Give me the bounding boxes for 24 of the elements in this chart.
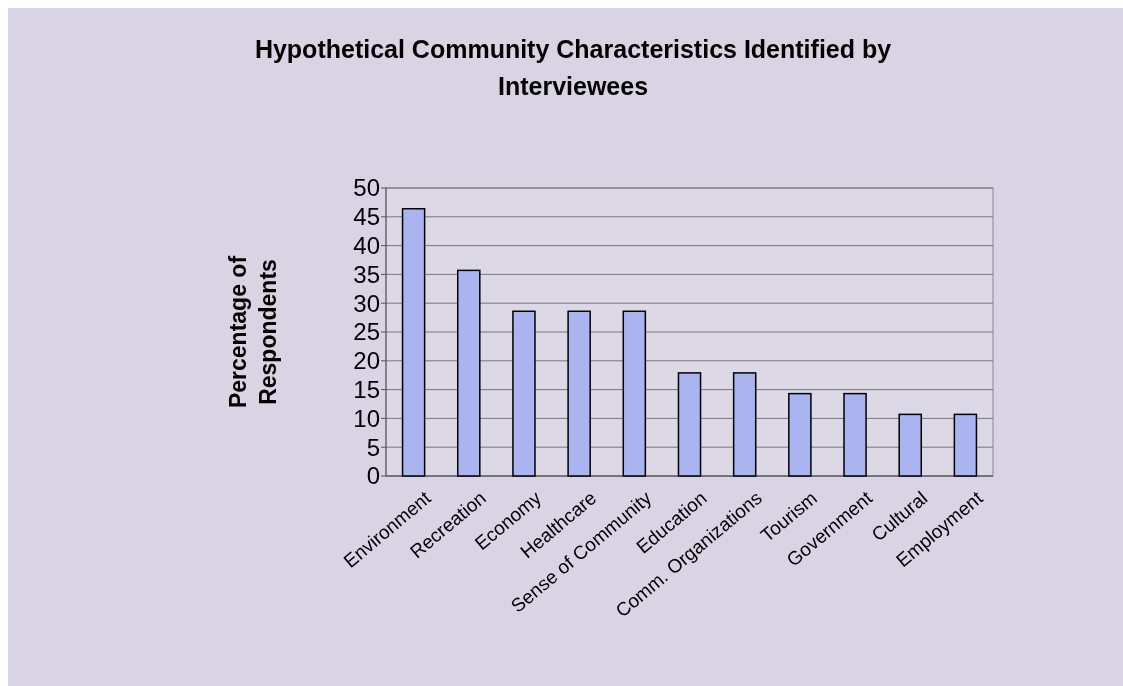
chart-title: Hypothetical Community Characteristics Identified by Interviewees (254, 35, 892, 100)
bar (732, 372, 757, 477)
y-tick-label: 40 (353, 232, 380, 259)
bar (898, 413, 923, 477)
y-tick-label: 45 (353, 203, 380, 231)
bar (512, 310, 536, 477)
y-tick-label: 10 (353, 404, 380, 432)
y-tick-label: 15 (353, 376, 380, 403)
y-tick-label: 0 (366, 462, 380, 490)
y-axis-title: Percentage of Respondents (225, 255, 281, 409)
bar (456, 269, 481, 477)
bar (567, 310, 591, 477)
bar (622, 310, 647, 477)
y-tick-label: 50 (353, 174, 380, 202)
bar (401, 207, 426, 477)
y-tick-label: 5 (366, 433, 380, 461)
bar (953, 413, 978, 477)
y-tick-label: 25 (353, 318, 380, 346)
y-tick-label: 20 (353, 347, 380, 375)
y-tick-label: 30 (353, 289, 380, 317)
y-tick-label: 35 (353, 260, 380, 288)
bar (843, 392, 867, 477)
bar (677, 372, 702, 477)
bar (788, 392, 812, 477)
